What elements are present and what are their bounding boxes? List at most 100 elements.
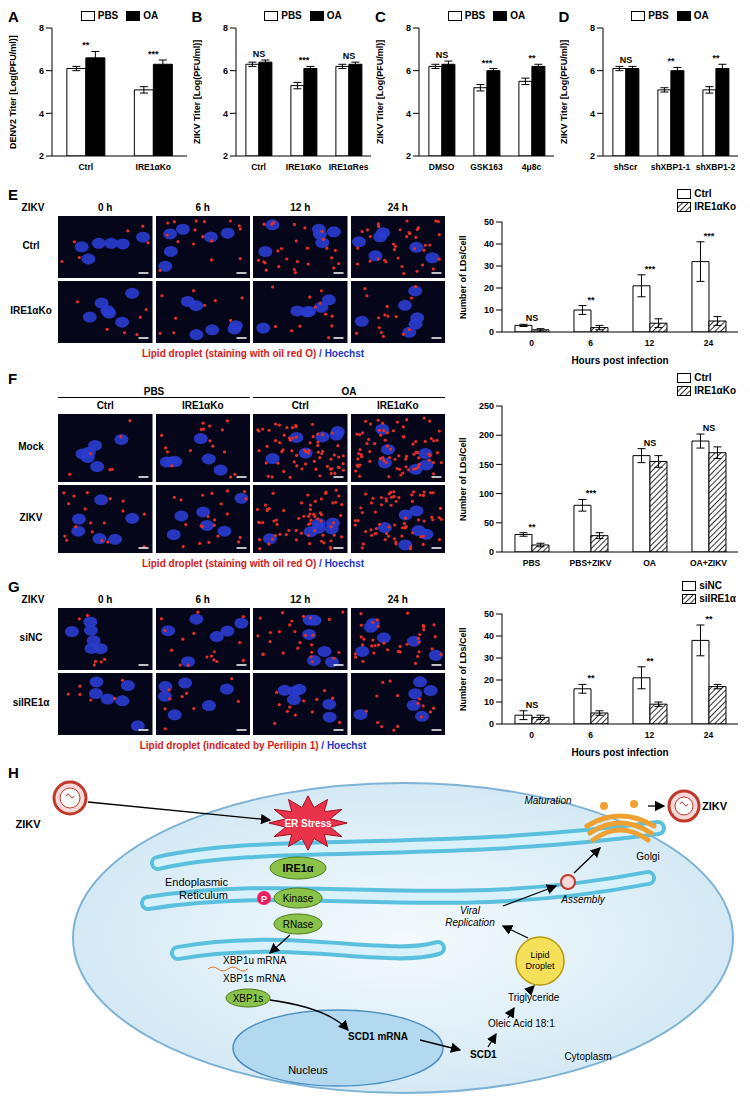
svg-text:XBP1s mRNA: XBP1s mRNA: [223, 973, 286, 984]
svg-text:6: 6: [406, 66, 411, 76]
svg-text:100: 100: [479, 489, 494, 499]
svg-text:0: 0: [529, 730, 534, 740]
svg-text:30: 30: [484, 261, 494, 271]
svg-text:**: **: [667, 56, 675, 66]
svg-text:PBS+ZIKV: PBS+ZIKV: [570, 558, 612, 568]
svg-text:ER Stress: ER Stress: [284, 818, 332, 829]
svg-text:Kinase: Kinase: [283, 893, 314, 904]
svg-text:***: ***: [482, 58, 493, 68]
svg-text:Cytoplasm: Cytoplasm: [564, 1051, 611, 1062]
svg-text:OA+ZIKV: OA+ZIKV: [690, 558, 727, 568]
svg-text:IRE1αRes: IRE1αRes: [328, 162, 368, 172]
svg-text:Viral: Viral: [460, 905, 481, 916]
svg-text:SCD1: SCD1: [470, 1049, 497, 1060]
svg-text:2: 2: [222, 151, 227, 161]
svg-text:0: 0: [489, 719, 494, 729]
svg-text:**: **: [587, 295, 595, 305]
svg-text:10: 10: [484, 305, 494, 315]
svg-text:***: ***: [645, 264, 656, 274]
svg-text:NS: NS: [526, 313, 539, 323]
svg-text:NS: NS: [436, 50, 449, 60]
svg-text:20: 20: [484, 283, 494, 293]
svg-text:Replication: Replication: [445, 917, 495, 928]
svg-text:***: ***: [298, 55, 309, 65]
svg-text:2: 2: [406, 151, 411, 161]
svg-text:ZIKV: ZIKV: [702, 800, 728, 812]
svg-text:30: 30: [484, 653, 494, 663]
svg-text:6: 6: [39, 66, 44, 76]
svg-text:0: 0: [489, 327, 494, 337]
svg-text:ZIKV: ZIKV: [15, 818, 41, 830]
svg-text:Endoplasmic: Endoplasmic: [165, 876, 228, 888]
svg-text:6: 6: [589, 66, 594, 76]
svg-text:Triglyceride: Triglyceride: [508, 992, 560, 1003]
svg-text:4: 4: [222, 109, 227, 119]
svg-text:shXBP1-1: shXBP1-1: [650, 162, 690, 172]
svg-text:6: 6: [588, 730, 593, 740]
svg-text:**: **: [82, 40, 90, 50]
svg-text:**: **: [587, 673, 595, 683]
svg-text:NS: NS: [342, 51, 355, 61]
svg-text:GSK163: GSK163: [470, 162, 503, 172]
svg-text:8: 8: [589, 23, 594, 33]
svg-text:***: ***: [148, 49, 159, 59]
svg-text:NS: NS: [252, 49, 265, 59]
svg-text:150: 150: [479, 460, 494, 470]
svg-text:NS: NS: [703, 423, 716, 433]
svg-text:24: 24: [704, 730, 714, 740]
svg-text:**: **: [646, 656, 654, 666]
svg-text:Assembly: Assembly: [560, 894, 605, 905]
svg-text:0: 0: [489, 547, 494, 557]
svg-text:PBS: PBS: [523, 558, 541, 568]
svg-text:8: 8: [222, 23, 227, 33]
svg-text:8: 8: [39, 23, 44, 33]
svg-text:2: 2: [589, 151, 594, 161]
svg-text:DMSO: DMSO: [429, 162, 455, 172]
svg-text:0: 0: [529, 338, 534, 348]
svg-text:Ctrl: Ctrl: [251, 162, 266, 172]
svg-text:OA: OA: [643, 558, 656, 568]
svg-text:shScr: shScr: [613, 162, 637, 172]
svg-text:40: 40: [484, 239, 494, 249]
svg-text:***: ***: [704, 231, 715, 241]
svg-text:Droplet: Droplet: [525, 961, 555, 971]
svg-text:6: 6: [588, 338, 593, 348]
svg-text:P: P: [261, 894, 267, 904]
svg-text:***: ***: [586, 488, 597, 498]
svg-text:IRE1α: IRE1α: [282, 862, 313, 874]
svg-text:IRE1αKo: IRE1αKo: [136, 162, 171, 172]
svg-text:NS: NS: [644, 438, 657, 448]
svg-text:XBP1s: XBP1s: [233, 993, 264, 1004]
svg-text:Golgi: Golgi: [636, 851, 659, 862]
svg-text:250: 250: [479, 401, 494, 411]
svg-text:SCD1 mRNA: SCD1 mRNA: [348, 1031, 408, 1042]
svg-text:50: 50: [484, 518, 494, 528]
svg-text:4: 4: [39, 109, 44, 119]
svg-text:6: 6: [222, 66, 227, 76]
svg-text:50: 50: [484, 217, 494, 227]
svg-text:50: 50: [484, 609, 494, 619]
svg-text:NS: NS: [619, 55, 632, 65]
svg-text:**: **: [712, 53, 720, 63]
svg-text:**: **: [705, 614, 713, 624]
svg-text:12: 12: [645, 338, 655, 348]
svg-text:8: 8: [406, 23, 411, 33]
svg-text:4μ8c: 4μ8c: [522, 162, 542, 172]
svg-text:200: 200: [479, 430, 494, 440]
svg-text:4: 4: [406, 109, 411, 119]
svg-text:NS: NS: [526, 700, 539, 710]
svg-text:Lipid: Lipid: [530, 950, 549, 960]
svg-text:40: 40: [484, 631, 494, 641]
svg-text:12: 12: [645, 730, 655, 740]
svg-text:shXBP1-2: shXBP1-2: [695, 162, 735, 172]
svg-text:**: **: [528, 53, 536, 63]
svg-text:Nucleus: Nucleus: [288, 1064, 328, 1076]
svg-text:Maturation: Maturation: [524, 795, 572, 806]
svg-text:20: 20: [484, 675, 494, 685]
svg-text:Ctrl: Ctrl: [78, 162, 93, 172]
svg-text:10: 10: [484, 697, 494, 707]
svg-text:**: **: [528, 522, 536, 532]
svg-text:4: 4: [589, 109, 594, 119]
svg-text:IRE1αKo: IRE1αKo: [285, 162, 320, 172]
svg-text:Reticulum: Reticulum: [179, 889, 228, 901]
